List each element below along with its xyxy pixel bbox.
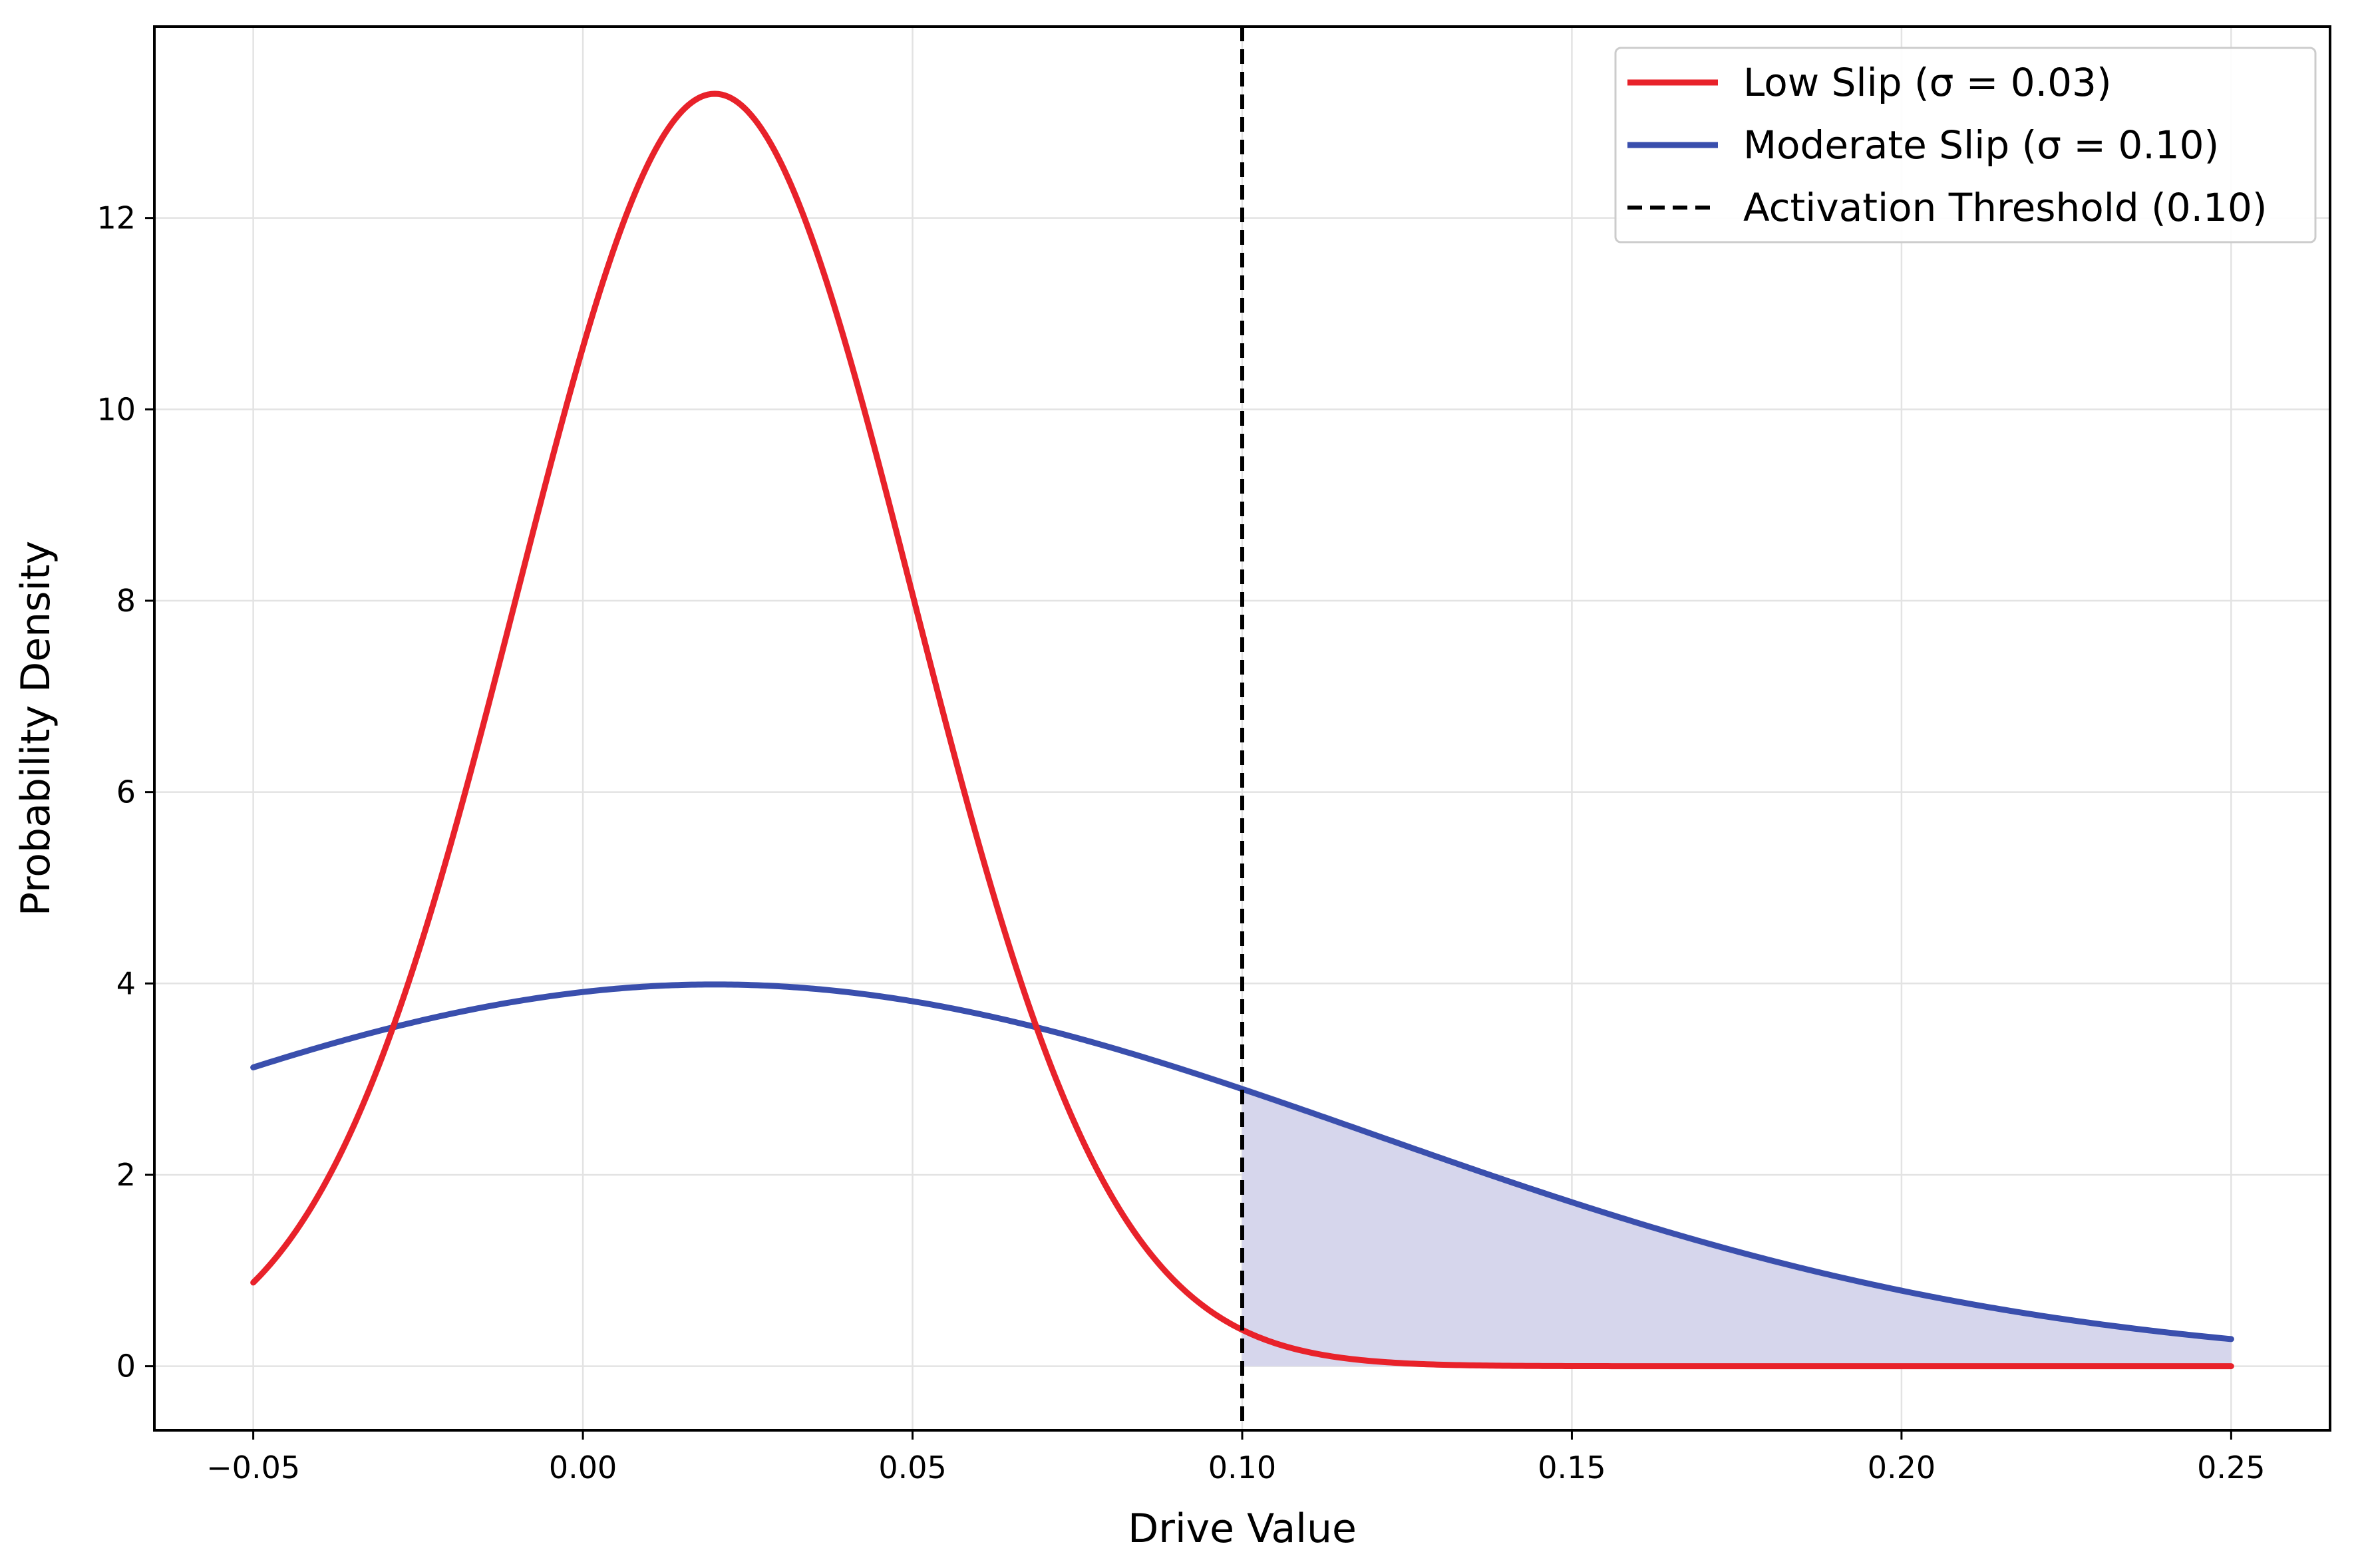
x-tick-label: 0.00: [549, 1450, 617, 1486]
x-axis-label: Drive Value: [1128, 1505, 1357, 1552]
shaded-tail-region: [1242, 1088, 2232, 1366]
x-tick-label: 0.25: [2197, 1450, 2265, 1486]
y-tick-label: 2: [116, 1157, 136, 1193]
series-line-moderate-slip: [250, 981, 2234, 1342]
y-tick-label: 0: [116, 1348, 136, 1384]
x-tick-label: 0.15: [1538, 1450, 1605, 1486]
y-axis-ticks: 0 2 4 6 8 10 12: [96, 200, 154, 1384]
y-tick-label: 10: [96, 391, 136, 427]
x-axis-ticks: −0.05 0.00 0.05 0.10 0.15 0.20 0.25: [206, 1430, 2266, 1486]
x-tick-label: 0.20: [1868, 1450, 1936, 1486]
x-tick-label: 0.05: [878, 1450, 946, 1486]
y-tick-label: 4: [116, 965, 136, 1001]
y-tick-label: 8: [116, 583, 136, 619]
y-tick-label: 6: [116, 774, 136, 810]
y-axis-label: Probability Density: [13, 541, 59, 916]
shaded-region-layer: [1242, 1088, 2232, 1366]
legend-box: [1614, 47, 2317, 243]
legend: Low Slip (σ = 0.03) Moderate Slip (σ = 0…: [1614, 47, 2317, 243]
legend-label-moderate-slip: Moderate Slip (σ = 0.10): [1743, 122, 2219, 168]
legend-label-threshold: Activation Threshold (0.10): [1743, 185, 2267, 230]
y-tick-label: 12: [96, 200, 136, 236]
x-tick-label: −0.05: [206, 1450, 300, 1486]
x-tick-label: 0.10: [1208, 1450, 1276, 1486]
legend-label-low-slip: Low Slip (σ = 0.03): [1743, 60, 2112, 105]
